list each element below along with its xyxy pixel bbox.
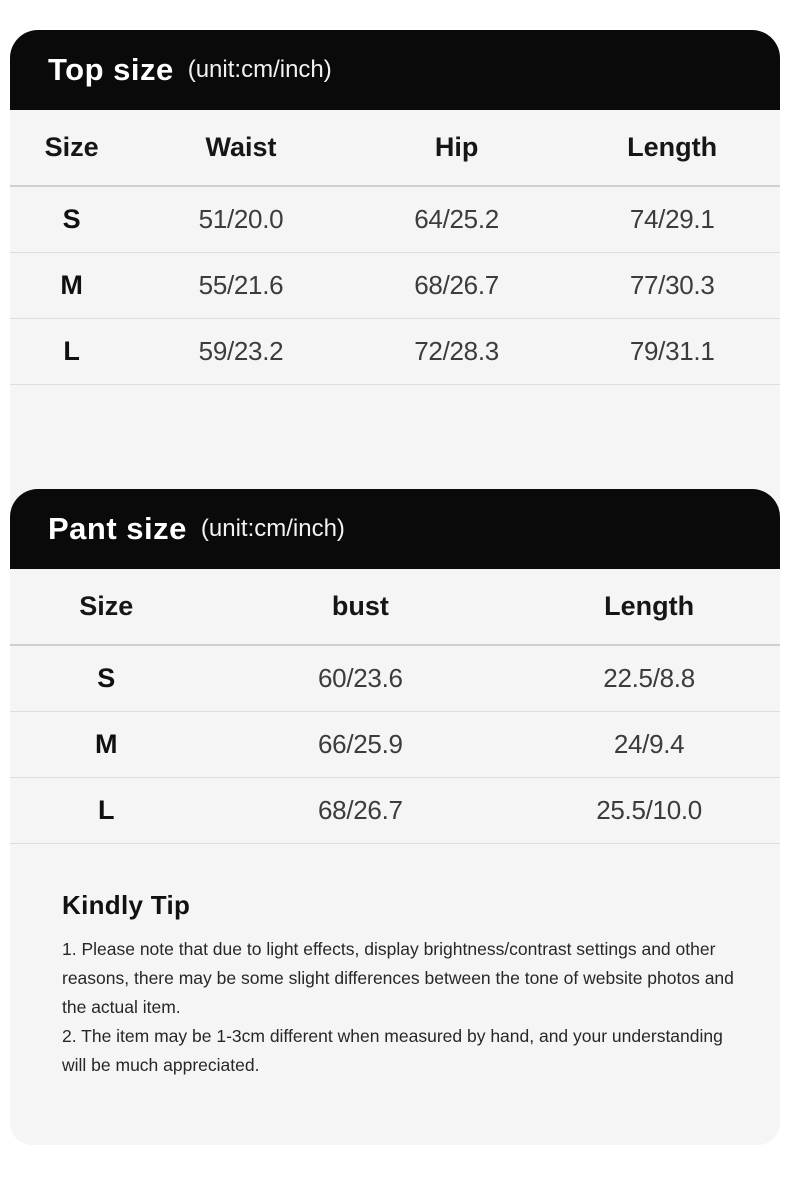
table-row: S 51/20.0 64/25.2 74/29.1 [10,187,780,253]
length-value: 24/9.4 [613,729,685,759]
table-row: L 59/23.2 72/28.3 79/31.1 [10,319,780,385]
hip-value: 64/25.2 [414,204,499,234]
top-size-header: Top size (unit:cm/inch) [10,30,780,110]
size-label: S [97,663,116,693]
top-size-unit-label: (unit:cm/inch) [187,56,332,83]
column-header-size: Size [44,132,99,162]
column-header-length: Length [627,132,718,162]
kindly-tip-note-1: 1. Please note that due to light effects… [62,939,734,1017]
hip-value: 72/28.3 [414,336,499,366]
waist-value: 51/20.0 [198,204,284,234]
kindly-tip-title: Kindly Tip [62,890,191,920]
length-value: 22.5/8.8 [603,663,695,693]
waist-value: 55/21.6 [198,270,284,300]
table-row: S 60/23.6 22.5/8.8 [10,646,780,712]
kindly-tip-section: Kindly Tip 1. Please note that due to li… [10,844,780,1080]
column-header-bust: bust [331,591,389,621]
top-size-table-header-row: Size Waist Hip Length [10,110,780,187]
bust-value: 66/25.9 [318,729,403,759]
size-label: M [95,729,118,759]
bust-value: 60/23.6 [318,663,403,693]
length-value: 79/31.1 [629,336,715,366]
length-value: 74/29.1 [629,204,715,234]
section-spacer [10,385,780,489]
pant-size-table-header-row: Size bust Length [10,569,780,646]
kindly-tip-text: 1. Please note that due to light effects… [62,935,742,1080]
size-label: L [63,336,80,366]
pant-size-title: Pant size [48,511,187,546]
length-value: 25.5/10.0 [596,795,702,825]
table-row: L 68/26.7 25.5/10.0 [10,778,780,844]
top-size-table: Size Waist Hip Length S 51/20.0 64/25.2 … [10,110,780,385]
size-label: L [98,795,115,825]
table-row: M 55/21.6 68/26.7 77/30.3 [10,253,780,319]
bust-value: 68/26.7 [318,795,403,825]
size-chart-card: Top size (unit:cm/inch) Size Waist Hip L… [10,30,780,1145]
column-header-length: Length [604,591,695,621]
column-header-waist: Waist [205,132,277,162]
column-header-hip: Hip [434,132,479,162]
length-value: 77/30.3 [629,270,715,300]
column-header-size: Size [79,591,134,621]
table-row: M 66/25.9 24/9.4 [10,712,780,778]
pant-size-header: Pant size (unit:cm/inch) [10,489,780,569]
hip-value: 68/26.7 [414,270,499,300]
pant-size-table: Size bust Length S 60/23.6 22.5/8.8 M 66… [10,569,780,844]
size-label: M [60,270,83,300]
top-size-title: Top size [48,52,174,87]
kindly-tip-note-2: 2. The item may be 1-3cm different when … [62,1026,723,1075]
waist-value: 59/23.2 [198,336,284,366]
size-label: S [62,204,81,234]
pant-size-unit-label: (unit:cm/inch) [200,515,345,542]
